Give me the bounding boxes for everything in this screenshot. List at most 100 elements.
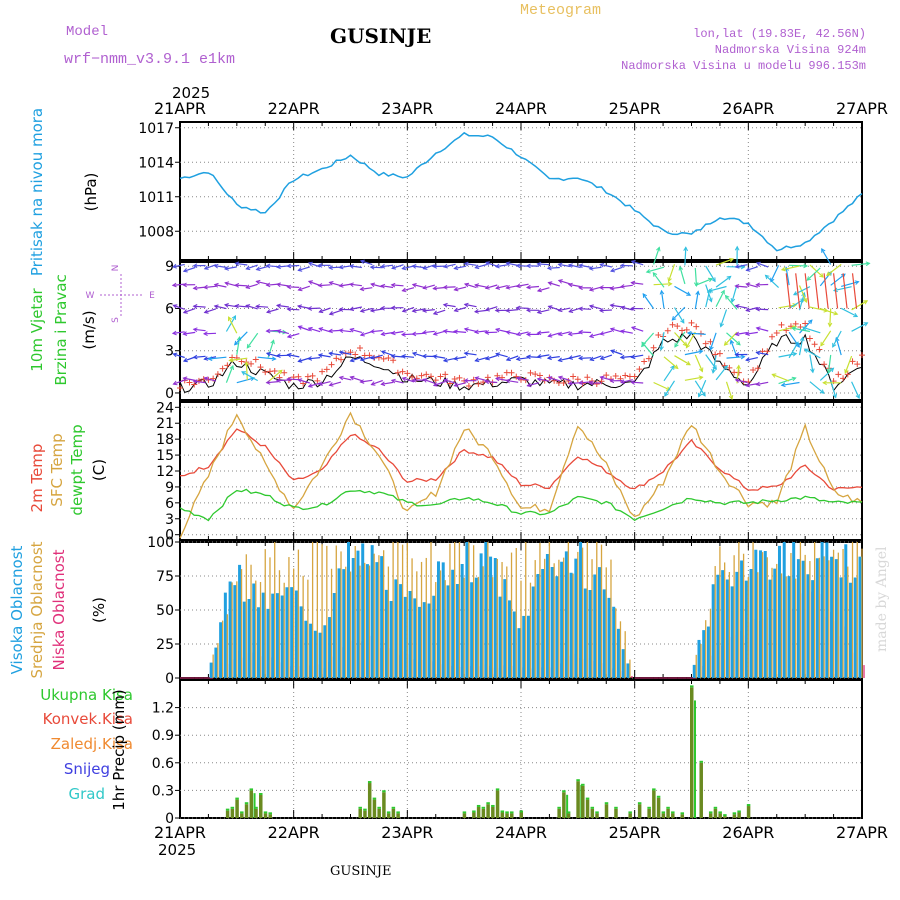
wind-arrow-head bbox=[474, 357, 480, 363]
wind-gust-mark bbox=[442, 371, 449, 378]
wind-arrow-head bbox=[656, 246, 661, 252]
wind-arrow bbox=[329, 309, 342, 315]
wind-gust-mark bbox=[314, 377, 321, 384]
wind-arrow-head bbox=[547, 333, 553, 338]
wind-arrow-head bbox=[348, 264, 354, 269]
wind-arrow bbox=[474, 284, 488, 288]
wind-arrow bbox=[443, 304, 456, 308]
wind-arrow bbox=[840, 307, 858, 318]
wind-arrow-head bbox=[182, 268, 188, 273]
temp-unit: (C) bbox=[90, 459, 108, 481]
precip-bar-top bbox=[462, 811, 467, 814]
wind-arrow bbox=[339, 329, 352, 333]
wind-arrow bbox=[579, 357, 592, 359]
precip-bar-top bbox=[737, 810, 741, 813]
wind-arrow bbox=[506, 355, 519, 361]
wind-arrow bbox=[516, 357, 529, 360]
wind-arrow-head bbox=[275, 378, 281, 383]
precip-bar-top bbox=[372, 797, 377, 800]
wind-arrow bbox=[746, 306, 758, 312]
wind-arrow bbox=[422, 309, 435, 312]
precip-total-bar bbox=[566, 794, 569, 818]
wind-arrow bbox=[204, 377, 217, 382]
wind-arrow-head bbox=[557, 279, 563, 284]
wind-arrow-head bbox=[588, 304, 594, 309]
wind-arrow-head bbox=[588, 265, 594, 271]
wind-arrow bbox=[235, 305, 248, 308]
wind-arrow bbox=[526, 356, 540, 358]
wind-arrow-head bbox=[567, 282, 573, 288]
wind-arrow bbox=[235, 284, 248, 287]
wind-arrow bbox=[350, 356, 363, 362]
wind-arrow bbox=[208, 356, 227, 360]
x-tick-bottom-3: 24APR bbox=[495, 823, 547, 842]
wind-arrow-head bbox=[680, 318, 685, 324]
wind-arrow-head bbox=[296, 304, 303, 309]
wind-gust-mark bbox=[641, 358, 648, 365]
wind-arrow-head bbox=[359, 286, 365, 292]
wind-arrow-head bbox=[432, 264, 438, 269]
wind-gust-mark bbox=[622, 372, 629, 379]
wind-arrow bbox=[756, 308, 769, 311]
wind-arrow bbox=[224, 266, 237, 270]
wind-arrow-head bbox=[265, 263, 271, 269]
wind-arrow bbox=[746, 266, 758, 271]
wind-arrow bbox=[830, 273, 846, 286]
wind-arrow-head bbox=[791, 326, 797, 332]
compass-w: W bbox=[86, 291, 95, 301]
wind-arrow-head bbox=[667, 281, 673, 287]
wind-arrow-head bbox=[755, 261, 761, 267]
wind-arrow bbox=[600, 376, 613, 381]
precip-bar bbox=[628, 813, 632, 818]
wind-arrow-head bbox=[536, 261, 542, 267]
wind-arrow-head bbox=[505, 285, 511, 290]
wind-arrow-head bbox=[473, 329, 479, 335]
clouds-ytick-label: 100 bbox=[147, 535, 174, 551]
wind-arrow-head bbox=[182, 357, 188, 363]
precipitation-ytick-label: 1.2 bbox=[152, 701, 174, 717]
wind-arrow-head bbox=[726, 275, 732, 281]
precip-bar-top bbox=[557, 806, 561, 809]
precip-bar-top bbox=[377, 806, 381, 809]
wind-gust-mark bbox=[707, 338, 714, 345]
wind-arrow-head bbox=[359, 308, 365, 313]
wind-arrow bbox=[381, 350, 394, 356]
wind-arrow bbox=[652, 272, 665, 288]
wind-arrow bbox=[267, 340, 275, 358]
cloud-unit: (%) bbox=[90, 597, 108, 623]
wind-gust-mark bbox=[688, 319, 695, 326]
wind-arrow-head bbox=[203, 356, 209, 361]
wind-arrow bbox=[485, 380, 498, 384]
precip-bar-top bbox=[590, 806, 595, 809]
precip-bar-top bbox=[656, 795, 661, 798]
wind-arrow-head bbox=[822, 380, 827, 386]
wind-arrow-head bbox=[275, 264, 281, 270]
wind-arrow-head bbox=[422, 265, 428, 270]
wind-arrow-head bbox=[271, 356, 277, 362]
wind-arrow bbox=[526, 285, 540, 289]
wind-arrow bbox=[778, 353, 797, 358]
wind-gust-mark bbox=[778, 321, 785, 328]
wind-arrow-head bbox=[422, 378, 428, 383]
wind-arrow-head bbox=[620, 379, 626, 384]
wind-arrow bbox=[423, 264, 435, 270]
wind-arrow-head bbox=[495, 285, 501, 290]
wind-gust-mark bbox=[716, 350, 723, 357]
wind-arrow-head bbox=[359, 379, 365, 384]
x-tick-bottom-2: 23APR bbox=[381, 823, 433, 842]
wind-arrow bbox=[412, 283, 425, 288]
wind-arrow-head bbox=[421, 308, 427, 313]
precip-bar-top bbox=[708, 811, 713, 814]
wind-gust-mark bbox=[764, 348, 771, 355]
wind-gust-mark bbox=[390, 357, 397, 364]
wind-arrow bbox=[172, 331, 185, 334]
wind-arrow bbox=[318, 381, 331, 385]
wind-arrow-head bbox=[421, 329, 427, 335]
wind-gust-mark bbox=[560, 379, 567, 386]
wind-arrow-head bbox=[609, 303, 615, 308]
wind-arrow-head bbox=[328, 382, 334, 387]
x-tick-bottom-5: 26APR bbox=[722, 823, 774, 842]
wind-arrow bbox=[687, 332, 706, 335]
wind-arrow bbox=[329, 281, 342, 287]
wind-arrow-head bbox=[453, 329, 458, 335]
